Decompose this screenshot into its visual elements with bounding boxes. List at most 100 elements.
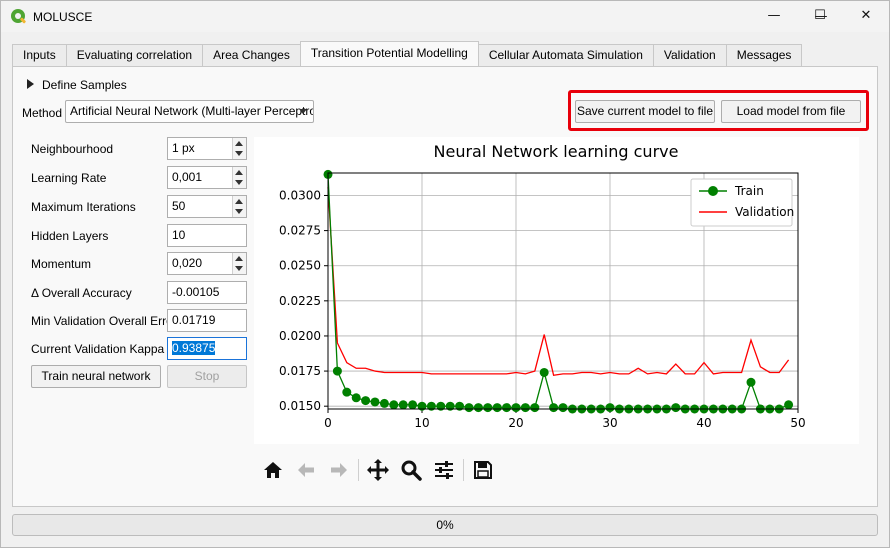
train-point	[464, 403, 474, 413]
tab-evaluating-correlation[interactable]: Evaluating correlation	[65, 44, 204, 66]
train-point	[483, 403, 493, 413]
legend-train-label: Train	[734, 184, 764, 198]
validation-series	[327, 187, 790, 377]
neighbourhood-spinbox[interactable]: 1 px	[167, 137, 247, 160]
tab-messages[interactable]: Messages	[725, 44, 803, 66]
zoom-button[interactable]	[397, 456, 425, 484]
train-point	[605, 403, 615, 413]
close-button[interactable]: ✕	[843, 0, 889, 31]
train-point	[436, 401, 446, 411]
max-iterations-spinbox[interactable]: 50	[167, 195, 247, 218]
learning-rate-spinbox[interactable]: 0,001	[167, 166, 247, 189]
spin-buttons[interactable]	[232, 196, 246, 217]
toolbar-separator	[463, 459, 464, 481]
stop-button[interactable]: Stop	[167, 365, 247, 388]
learning-curve-chart: Neural Network learning curve 0.01500.01…	[279, 142, 806, 430]
train-point	[549, 403, 559, 413]
param-label-learning-rate: Learning Rate	[31, 171, 107, 185]
spin-up-icon	[235, 141, 243, 146]
validation-line	[327, 187, 790, 377]
current-validation-kappa-field[interactable]: 0.93875	[167, 337, 247, 360]
train-point	[671, 403, 681, 413]
home-button[interactable]	[259, 456, 287, 484]
train-point	[361, 396, 371, 406]
expand-arrow-icon[interactable]	[27, 79, 34, 89]
forward-button[interactable]	[325, 456, 353, 484]
spin-down-icon	[235, 209, 243, 214]
y-tick-label: 0.0300	[279, 188, 321, 202]
train-point	[539, 367, 549, 377]
maximize-icon: ☐	[814, 8, 826, 23]
train-point	[558, 403, 568, 413]
train-point	[455, 401, 465, 411]
y-axis-ticks: 0.0150 0.0175 0.0200 0.0225 0.0250 0.0275 0.03…	[279, 188, 328, 413]
x-tick-label: 30	[602, 416, 617, 430]
pan-button[interactable]	[364, 456, 392, 484]
spin-buttons[interactable]	[232, 167, 246, 188]
param-label-hidden-layers: Hidden Layers	[31, 229, 109, 243]
y-tick-label: 0.0200	[279, 329, 321, 343]
delta-overall-accuracy-value: -0.00105	[172, 285, 220, 299]
configure-subplots-button[interactable]	[430, 456, 458, 484]
legend-validation-label: Validation	[735, 205, 794, 219]
title-bar: MOLUSCE —	[1, 1, 889, 32]
save-figure-button[interactable]	[469, 456, 497, 484]
tab-validation[interactable]: Validation	[652, 44, 727, 66]
train-point	[530, 403, 540, 413]
method-select[interactable]: Artificial Neural Network (Multi-layer P…	[65, 100, 314, 123]
train-point	[417, 401, 427, 411]
train-point	[351, 393, 361, 403]
minimize-button[interactable]: —	[798, 1, 844, 32]
chart-legend: Train Validation	[690, 178, 794, 227]
configure-subplots-icon	[435, 461, 453, 479]
progress-bar: 0%	[12, 514, 878, 536]
save-model-button[interactable]: Save current model to file	[575, 100, 715, 123]
spin-buttons[interactable]	[232, 253, 246, 274]
maximize-button[interactable]: ☐	[797, 0, 843, 31]
train-point	[520, 403, 530, 413]
param-label-current-validation-kappa: Current Validation Kappa	[31, 342, 165, 356]
back-arrow-icon	[298, 463, 314, 477]
train-point	[511, 403, 521, 413]
train-point	[492, 403, 502, 413]
train-point	[342, 387, 352, 397]
train-point	[445, 401, 455, 411]
qgis-logo-icon	[11, 9, 27, 24]
tab-cellular-automata-simulation[interactable]: Cellular Automata Simulation	[477, 44, 654, 66]
tab-bar: Inputs Evaluating correlation Area Chang…	[12, 41, 803, 66]
back-button[interactable]	[292, 456, 320, 484]
min-validation-error-value: 0.01719	[172, 313, 216, 327]
train-point	[746, 377, 756, 387]
y-tick-label: 0.0275	[279, 224, 321, 238]
chart-canvas: Neural Network learning curve 0.0150 0.01…	[254, 137, 859, 444]
zoom-icon	[401, 460, 422, 481]
spin-down-icon	[235, 180, 243, 185]
train-point	[379, 398, 389, 408]
train-point	[426, 401, 436, 411]
tab-area-changes[interactable]: Area Changes	[202, 44, 301, 66]
save-icon	[474, 461, 492, 479]
train-point	[473, 403, 483, 413]
train-neural-network-button[interactable]: Train neural network	[31, 365, 161, 388]
hidden-layers-input[interactable]: 10	[167, 224, 247, 247]
y-tick-label: 0.0175	[279, 364, 321, 378]
tab-inputs[interactable]: Inputs	[12, 44, 67, 66]
train-point	[389, 400, 399, 410]
train-point	[370, 397, 380, 407]
momentum-spinbox[interactable]: 0,020	[167, 252, 247, 275]
minimize-icon: —	[767, 8, 781, 23]
progress-text: 0%	[436, 518, 454, 532]
home-icon	[264, 462, 282, 478]
define-samples-toggle[interactable]: Define Samples	[42, 78, 127, 92]
load-model-button[interactable]: Load model from file	[721, 100, 861, 123]
spin-buttons[interactable]	[232, 138, 246, 159]
delta-overall-accuracy-field[interactable]: -0.00105	[167, 281, 247, 304]
plot-toolbar	[259, 455, 502, 485]
tab-transition-potential-modelling[interactable]: Transition Potential Modelling	[299, 41, 479, 66]
param-label-max-iterations: Maximum Iterations	[31, 200, 136, 214]
x-tick-label: 10	[414, 416, 429, 430]
minimize-button-visible[interactable]: —	[751, 0, 797, 31]
legend-train-marker	[708, 186, 718, 196]
highlight-box	[568, 90, 869, 131]
min-validation-error-field[interactable]: 0.01719	[167, 309, 247, 332]
